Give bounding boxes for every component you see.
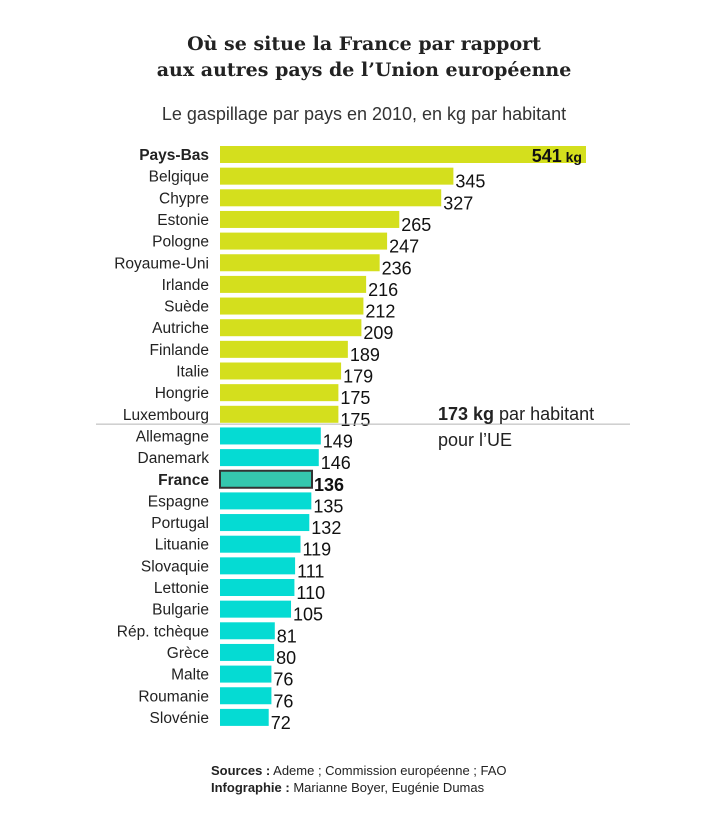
value-label-bulgarie: 105 (293, 605, 323, 625)
bar-irlande (220, 275, 367, 293)
value-label-lettonie: 110 (296, 583, 325, 603)
category-label-lettonie: Lettonie (154, 580, 209, 597)
category-label-hongrie: Hongrie (155, 385, 209, 402)
eu-average-annotation-value: 173 kg (438, 404, 494, 424)
footer-sources-label: Sources : (211, 763, 270, 778)
value-label-italie: 179 (343, 367, 373, 387)
footer-credit-label: Infographie : (211, 780, 290, 795)
footer-sources: Sources : Ademe ; Commission européenne … (211, 763, 507, 778)
category-label-slovenie: Slovénie (150, 710, 209, 727)
category-label-chypre: Chypre (159, 190, 209, 207)
value-label-finlande: 189 (350, 345, 380, 365)
eu-average-annotation-line-2: pour l’UE (438, 430, 512, 450)
category-label-portugal: Portugal (151, 515, 209, 532)
category-label-autriche: Autriche (152, 320, 209, 337)
bar-luxembourg (220, 405, 339, 423)
footer-sources-text: Ademe ; Commission européenne ; FAO (270, 763, 506, 778)
category-label-espagne: Espagne (148, 493, 209, 510)
bar-rep-tcheque (220, 622, 275, 640)
bar-hongrie (220, 384, 339, 402)
value-label-rep-tcheque: 81 (277, 626, 297, 646)
value-label-belgique: 345 (455, 172, 485, 192)
bar-estonie (220, 210, 400, 228)
value-label-pays-bas: 541 kg (532, 146, 582, 166)
bar-portugal (220, 514, 310, 532)
bar-bulgarie (220, 600, 292, 618)
category-label-allemagne: Allemagne (136, 428, 209, 445)
eu-average-annotation-line-1: 173 kg par habitant (438, 404, 594, 424)
bar-pays-bas (220, 146, 586, 163)
bar-espagne (220, 492, 312, 510)
bar-danemark (220, 449, 319, 467)
value-label-hongrie: 175 (340, 388, 370, 408)
category-label-rep-tcheque: Rép. tchèque (117, 623, 209, 640)
footer-credit-text: Marianne Boyer, Eugénie Dumas (290, 780, 485, 795)
value-label-pologne: 247 (389, 237, 419, 257)
category-label-luxembourg: Luxembourg (123, 407, 209, 424)
bars-layer: Pays-Bas 541 kg Belgique 345 Chypre 327 Estoni… (114, 146, 586, 733)
category-label-royaume-uni: Royaume-Uni (114, 255, 209, 272)
category-label-pays-bas: Pays-Bas (139, 147, 209, 164)
category-label-irlande: Irlande (162, 277, 209, 294)
bar-royaume-uni (220, 254, 380, 272)
bar-lituanie (220, 535, 301, 553)
category-label-italie: Italie (176, 364, 209, 381)
value-label-malte: 76 (273, 670, 293, 690)
value-label-slovaquie: 111 (297, 561, 324, 581)
category-label-france: France (158, 472, 209, 489)
value-label-luxembourg: 175 (340, 410, 370, 430)
bar-autriche (220, 319, 362, 337)
chart-subtitle: Le gaspillage par pays en 2010, en kg pa… (162, 104, 566, 124)
value-label-roumanie: 76 (273, 691, 293, 711)
bar-italie (220, 362, 342, 380)
value-label-france: 136 (314, 475, 344, 495)
category-label-roumanie: Roumanie (138, 688, 209, 705)
bar-belgique (220, 167, 454, 185)
value-label-allemagne: 149 (323, 431, 353, 451)
bar-pologne (220, 232, 388, 250)
bar-slovaquie (220, 557, 296, 575)
value-label-suede: 212 (365, 302, 395, 322)
category-label-estonie: Estonie (157, 212, 209, 229)
value-number-pays-bas: 541 (532, 146, 562, 166)
category-label-belgique: Belgique (149, 169, 209, 186)
bar-malte (220, 665, 272, 683)
value-label-irlande: 216 (368, 280, 398, 300)
value-label-slovenie: 72 (271, 713, 291, 733)
bar-chypre (220, 189, 442, 207)
category-label-suede: Suède (164, 299, 209, 316)
category-label-grece: Grèce (167, 645, 209, 662)
chart-title-line-1: Où se situe la France par rapport (187, 33, 541, 55)
chart-title-line-2: aux autres pays de l’Union européenne (157, 59, 572, 81)
bar-grece (220, 643, 275, 661)
eu-average-annotation-text: par habitant (494, 404, 594, 424)
bar-finlande (220, 340, 348, 358)
footer-credit: Infographie : Marianne Boyer, Eugénie Du… (211, 780, 485, 795)
value-label-estonie: 265 (401, 215, 431, 235)
value-label-danemark: 146 (321, 453, 351, 473)
category-label-pologne: Pologne (152, 234, 209, 251)
category-label-lituanie: Lituanie (155, 537, 209, 554)
value-label-autriche: 209 (363, 323, 393, 343)
value-label-chypre: 327 (443, 193, 473, 213)
value-label-lituanie: 119 (303, 540, 332, 560)
category-label-malte: Malte (171, 667, 209, 684)
category-label-danemark: Danemark (138, 450, 210, 467)
bar-france (219, 469, 314, 489)
category-label-bulgarie: Bulgarie (152, 602, 209, 619)
bar-lettonie (220, 579, 295, 596)
value-unit-pays-bas: kg (562, 149, 582, 165)
value-label-grece: 80 (276, 648, 296, 668)
value-label-royaume-uni: 236 (382, 258, 412, 278)
value-label-espagne: 135 (313, 496, 343, 516)
category-label-slovaquie: Slovaquie (141, 558, 209, 575)
value-label-portugal: 132 (311, 518, 341, 538)
bar-allemagne (220, 427, 321, 445)
bar-roumanie (220, 687, 272, 705)
bar-suede (220, 297, 364, 315)
bar-slovenie (220, 708, 269, 726)
category-label-finlande: Finlande (150, 342, 209, 359)
